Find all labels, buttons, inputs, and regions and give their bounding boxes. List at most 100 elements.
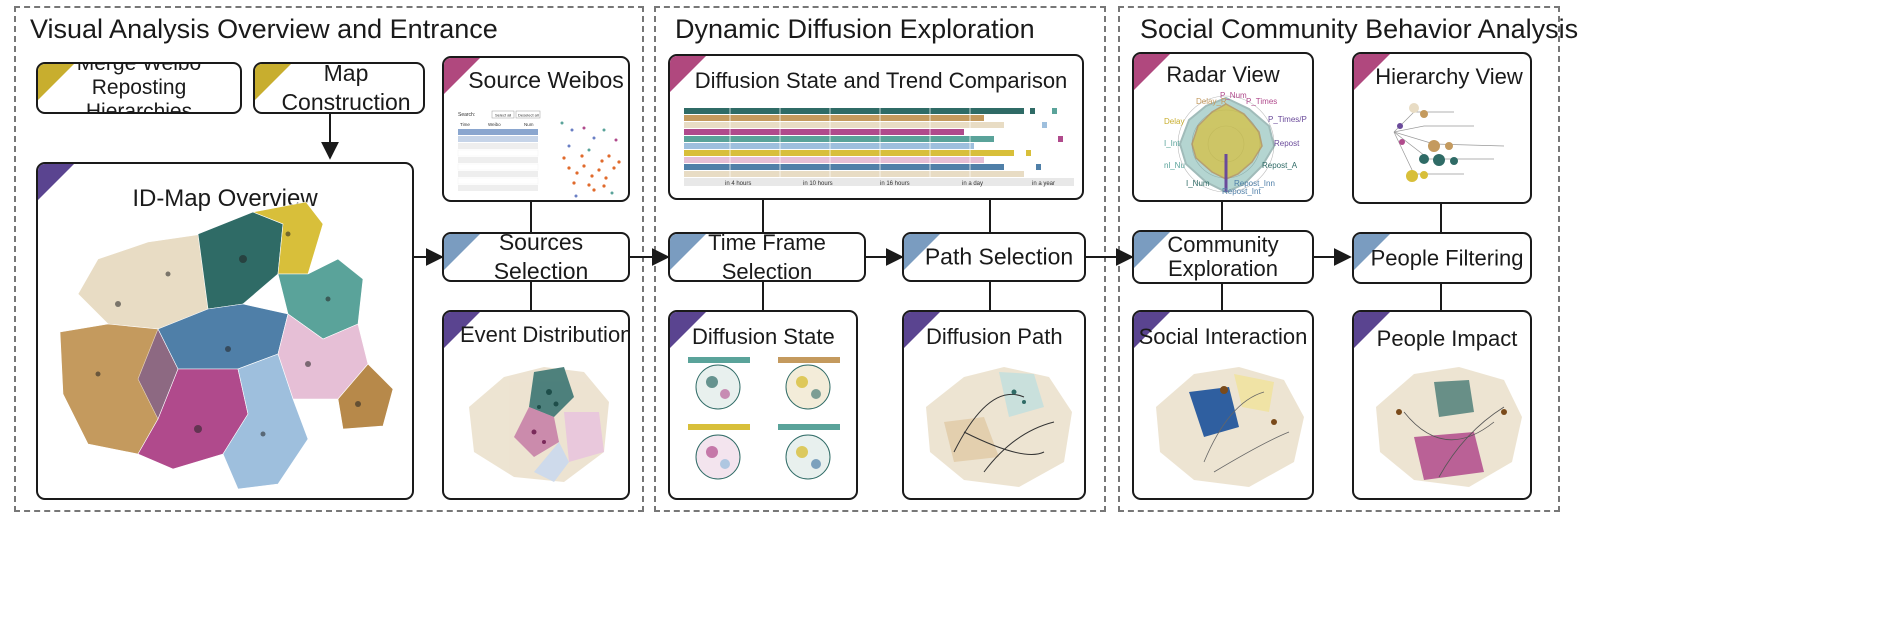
section-community-title: Social Community Behavior Analysis	[1140, 14, 1579, 44]
radar-axis-label: I_Int	[1164, 139, 1180, 148]
region-tan-right	[337, 363, 394, 430]
radar-view-box[interactable]: Radar View P_Num P_Times P_Times/P Repos…	[1132, 52, 1314, 202]
select-all-button	[491, 110, 515, 119]
radar-axis-label: P_Times	[1246, 97, 1277, 106]
radar-axis-label: nl_Nu	[1164, 161, 1185, 170]
merge-hierarchies-box[interactable]: Merge Weibo Reposting Hierarchies	[36, 62, 242, 114]
people-impact-map	[1376, 367, 1522, 487]
category-triangle	[1134, 54, 1170, 90]
category-triangle	[1354, 312, 1390, 348]
map-construction-box[interactable]: Map Construction	[253, 62, 425, 114]
radar-axis-label: I_Num	[1186, 179, 1210, 188]
deselect-all-label: Deselect all	[518, 113, 539, 118]
community-exploration-label: Community Exploration	[1167, 232, 1279, 281]
people-filtering-box[interactable]: People Filtering	[1352, 232, 1532, 284]
trend-tick-5: in a year	[1032, 181, 1055, 187]
category-triangle	[904, 312, 940, 348]
diffusion-path-box[interactable]: Diffusion Path	[902, 310, 1086, 500]
diffusion-state-label: Diffusion State	[692, 324, 835, 349]
radar-axis-label: Repost_Int	[1222, 187, 1261, 196]
radar-axis-label: P_Times/P	[1268, 115, 1307, 124]
state-trend-chart: in 4 hours in 10 hours in 16 hours in a …	[684, 108, 1074, 187]
social-interaction-box[interactable]: Social Interaction	[1132, 310, 1314, 500]
trend-tick-1: in 4 hours	[725, 181, 751, 187]
social-interaction-map	[1156, 367, 1304, 487]
col-header-weibo: Weibo	[488, 122, 501, 127]
hierarchy-tree	[1393, 103, 1505, 182]
source-table-rows	[457, 129, 539, 191]
hierarchy-view-box[interactable]: Hierarchy View	[1352, 52, 1532, 204]
path-selection-box[interactable]: Path Selection	[902, 232, 1086, 282]
category-triangle	[670, 56, 706, 92]
radar-chart: P_Num P_Times P_Times/P Repost Repost_A …	[1164, 91, 1307, 196]
deselect-all-button	[515, 110, 541, 119]
event-distribution-map	[469, 367, 609, 482]
diffusion-state-thumbnails	[688, 357, 840, 480]
source-search-label: Search:	[458, 112, 475, 118]
section-overview	[14, 6, 644, 512]
social-interaction-label: Social Interaction	[1138, 324, 1308, 349]
select-all-label: Select all	[495, 113, 511, 118]
source-weibos-label: Source Weibos	[468, 67, 624, 93]
category-triangle	[1354, 54, 1390, 90]
sources-selection-label: Sources Selection	[493, 232, 589, 282]
trend-tick-4: in a day	[962, 181, 983, 187]
category-triangle	[1134, 232, 1170, 268]
people-impact-box[interactable]: People Impact	[1352, 310, 1532, 500]
category-triangle	[38, 164, 74, 200]
diffusion-path-map	[926, 367, 1072, 487]
path-selection-label: Path Selection	[924, 243, 1074, 270]
time-frame-selection-box[interactable]: Time Frame Selection	[668, 232, 866, 282]
category-triangle	[1134, 312, 1170, 348]
state-thumb-2	[778, 357, 840, 410]
hierarchy-view-label: Hierarchy View	[1375, 64, 1523, 89]
category-triangle	[670, 312, 706, 348]
trend-tick-2: in 10 hours	[803, 181, 833, 187]
state-trend-comparison-box[interactable]: Diffusion State and Trend Comparison in …	[668, 54, 1084, 200]
event-distribution-label: Event Distribution	[460, 322, 630, 347]
source-scatter	[562, 154, 621, 192]
radar-axis-label: Delay	[1164, 117, 1184, 126]
radar-axis-label: Repost_Inn	[1234, 179, 1275, 188]
diffusion-path-label: Diffusion Path	[926, 324, 1063, 349]
trend-bands	[684, 108, 1024, 177]
source-weibos-box[interactable]: Source Weibos Search: Select all Deselec…	[442, 56, 630, 202]
radar-axis-label: Repost_A	[1262, 161, 1298, 170]
category-triangle	[444, 58, 480, 94]
category-triangle	[670, 234, 706, 270]
state-trend-comparison-label: Diffusion State and Trend Comparison	[694, 68, 1068, 93]
sources-selection-box[interactable]: Sources Selection	[442, 232, 630, 282]
radar-axis-label: P_Num	[1220, 91, 1247, 100]
people-impact-label: People Impact	[1376, 326, 1518, 351]
id-map-overview-box[interactable]: ID-Map Overview	[36, 162, 414, 500]
radar-axis-label: Delay_R	[1196, 97, 1227, 106]
state-thumb-1	[688, 357, 750, 410]
id-map-overview-chart	[59, 201, 394, 490]
category-triangle	[255, 64, 291, 100]
trend-tick-3: in 16 hours	[880, 181, 910, 187]
state-thumb-4	[778, 424, 840, 480]
time-frame-selection-label: Time Frame Selection	[708, 232, 826, 282]
event-distribution-box[interactable]: Event Distribution	[442, 310, 630, 500]
category-triangle	[1354, 234, 1390, 270]
merge-hierarchies-label: Merge Weibo Reposting Hierarchies	[76, 62, 202, 114]
col-header-time: Time	[460, 122, 470, 127]
region-purple	[137, 328, 179, 420]
category-triangle	[38, 64, 74, 100]
radar-view-label: Radar View	[1166, 62, 1280, 87]
map-construction-label: Map Construction	[281, 62, 411, 114]
radar-axis-label: Repost	[1274, 139, 1300, 148]
col-header-num: Num	[524, 122, 534, 127]
people-filtering-label: People Filtering	[1370, 245, 1524, 271]
category-triangle	[444, 234, 480, 270]
category-triangle	[444, 312, 480, 348]
community-exploration-box[interactable]: Community Exploration	[1132, 230, 1314, 284]
diffusion-state-box[interactable]: Diffusion State	[668, 310, 858, 500]
trend-tail-marks	[1026, 108, 1063, 170]
region-light-blue	[222, 353, 309, 490]
source-scatter-secondary	[560, 121, 618, 198]
source-weibos-thumbnail: Search: Select all Deselect all Time Wei…	[457, 110, 621, 198]
category-triangle	[904, 234, 940, 270]
state-thumb-3	[688, 424, 750, 480]
